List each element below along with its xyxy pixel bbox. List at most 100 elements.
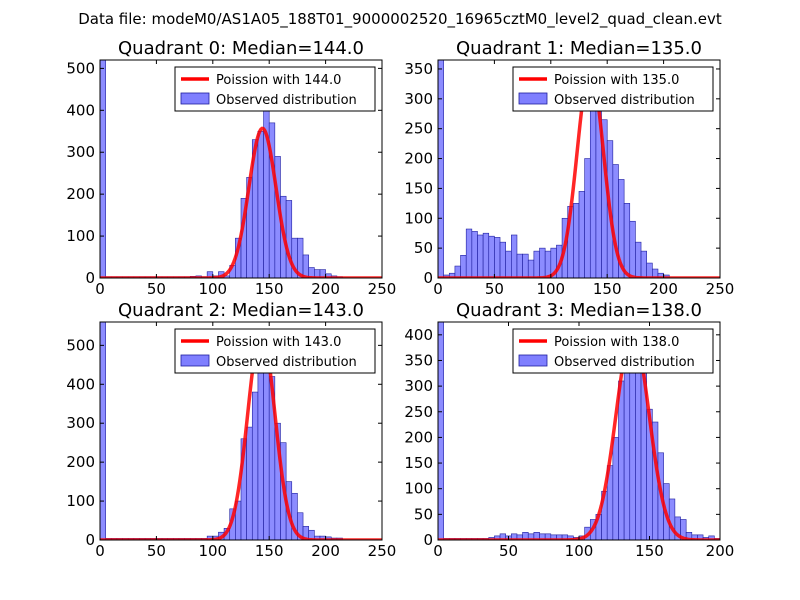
quadrant-1-bar (635, 241, 642, 278)
quadrant-1-bar (646, 262, 653, 278)
quadrant-1-axes-frame (437, 59, 721, 279)
quadrant-1-y-tick-label: 100 (404, 209, 433, 227)
quadrant-1-bar (488, 235, 495, 278)
quadrant-3-x-tick-label: 200 (706, 542, 735, 560)
quadrant-1-bar (533, 250, 540, 278)
quadrant-0-x-tick-label: 200 (311, 280, 340, 298)
quadrant-0-x-tick-label: 250 (368, 280, 397, 298)
quadrant-1-x-tick-label: 250 (706, 280, 735, 298)
quadrant-2-legend: Poission with 143.0 Observed distribution (174, 328, 376, 374)
quadrant-1-y-tick-label: 300 (404, 90, 433, 108)
quadrant-0-panel: 0 50 100 150 200 250 0 100 200 300 400 500 Quadrant … (66, 38, 396, 298)
quadrant-0-axes-frame (99, 59, 383, 279)
quadrant-1-bar (465, 228, 473, 278)
quadrant-2-x-tick-label: 100 (198, 542, 227, 560)
quadrant-3-legend-line-label: Poission with 138.0 (554, 335, 679, 350)
quadrant-0-y-tick-label: 500 (66, 59, 95, 77)
quadrant-2-bar (100, 322, 106, 540)
quadrant-1-bar (471, 231, 478, 278)
quadrant-2-y-tick-label: 300 (66, 414, 95, 432)
quadrant-0-poisson-line (100, 126, 382, 278)
quadrant-1-bar (499, 241, 506, 278)
quadrant-0-title: Quadrant 0: Median=144.0 (118, 38, 364, 59)
quadrant-1-y-tick-label: 250 (404, 120, 433, 138)
quadrant-1-legend: Poission with 135.0 Observed distribution (512, 66, 714, 112)
quadrant-1-bar (460, 255, 467, 278)
quadrant-3-y-tick-label: 400 (404, 326, 433, 344)
quadrant-1-bar (494, 237, 501, 278)
quadrant-0-y-tick-label: 400 (66, 101, 95, 119)
quadrant-1-x-tick-label: 50 (485, 280, 504, 298)
quadrant-0-x-tick-label: 0 (95, 280, 105, 298)
quadrant-2-poisson-line (100, 329, 382, 540)
quadrant-2-x-tick-label: 250 (368, 542, 397, 560)
quadrant-1-y-tick-label: 150 (404, 179, 433, 197)
quadrant-1-poisson-line (438, 67, 720, 278)
quadrant-3-x-tick-label: 50 (499, 542, 518, 560)
quadrant-1-legend-bar-label: Observed distribution (554, 93, 695, 108)
quadrant-0-x-tick-label: 50 (147, 280, 166, 298)
quadrant-2-legend-bar-label: Observed distribution (216, 355, 357, 370)
quadrant-2-x-tick-label: 150 (255, 542, 284, 560)
quadrant-2-bar (251, 391, 259, 540)
subplot-grid: 0 50 100 150 200 2500100200300400500Quadrant … (66, 38, 734, 560)
quadrant-1-x-tick-label: 100 (536, 280, 565, 298)
quadrant-1-title: Quadrant 1: Median=135.0 (456, 38, 702, 59)
quadrant-1-y-tick-label: 350 (404, 60, 433, 78)
quadrant-0-y-tick-label: 300 (66, 143, 95, 161)
quadrant-2-y-tick-label: 100 (66, 492, 95, 510)
quadrant-0-bar (302, 254, 309, 278)
quadrant-1-bar (584, 158, 591, 278)
quadrant-1-bar (589, 98, 597, 278)
quadrant-0-legend-bar-label: Observed distribution (216, 93, 357, 108)
quadrant-3-bars (438, 322, 720, 540)
quadrant-2-panel: 0 50 100 150 200 250 0 100 200 300 400 500 Quadrant … (66, 300, 396, 560)
quadrant-3-legend-bar-label: Observed distribution (554, 355, 695, 370)
quadrant-3-y-tick-label: 300 (404, 377, 433, 395)
quadrant-0-bar (257, 130, 264, 278)
quadrant-2-y-tick-label: 500 (66, 336, 95, 354)
quadrant-1-bar (454, 265, 461, 278)
quadrant-0-legend: Poission with 144.0 Observed distribution (174, 66, 376, 112)
quadrant-3-bar (438, 322, 444, 540)
quadrant-3-y-tick-label: 50 (414, 505, 433, 523)
quadrant-3-bar (612, 437, 619, 540)
quadrant-3-title: Quadrant 3: Median=138.0 (456, 300, 702, 321)
quadrant-0-legend-line-label: Poission with 144.0 (216, 73, 341, 88)
quadrant-1-bar (544, 250, 552, 278)
quadrant-2-x-tick-label: 200 (311, 542, 340, 560)
figure-suptitle: Data file: modeM0/AS1A05_188T01_90000025… (78, 10, 722, 29)
quadrant-2-legend-bar-swatch (180, 354, 210, 367)
quadrant-3-y-tick-label: 250 (404, 403, 433, 421)
quadrant-1-bar (505, 250, 512, 278)
quadrant-3-bar (618, 380, 625, 540)
quadrant-1-bar (482, 232, 490, 278)
quadrant-1-panel: 0 50 100 150 200 250 0 50 100 150 200 250 300 350 Quad… (404, 38, 734, 298)
quadrant-3-x-tick-label: 100 (565, 542, 594, 560)
quadrant-0-x-tick-label: 150 (255, 280, 284, 298)
quadrant-1-x-tick-label: 200 (649, 280, 678, 298)
quadrant-1-bar (578, 191, 585, 278)
quadrant-1-bar (573, 203, 580, 278)
quadrant-0-y-tick-label: 200 (66, 185, 95, 203)
quadrant-1-legend-line-label: Poission with 135.0 (554, 73, 679, 88)
quadrant-0-y-tick-label: 100 (66, 227, 95, 245)
quadrant-1-bar (477, 234, 484, 278)
quadrant-2-y-tick-label: 400 (66, 375, 95, 393)
quadrant-1-y-tick-label: 50 (414, 239, 433, 257)
quadrant-3-x-tick-label: 150 (635, 542, 664, 560)
quadrant-2-bar (246, 426, 253, 540)
quadrant-1-bar (629, 220, 636, 278)
quadrant-3-x-tick-label: 0 (433, 542, 443, 560)
quadrant-2-bar (263, 352, 270, 540)
quadrant-3-y-tick-label: 150 (404, 454, 433, 472)
quadrant-1-x-tick-label: 150 (593, 280, 622, 298)
quadrant-2-y-tick-label: 0 (85, 531, 95, 549)
quadrant-2-bar (257, 372, 264, 540)
quadrant-3-y-tick-label: 0 (423, 531, 433, 549)
quadrant-3-legend-bar-swatch (518, 354, 548, 367)
quadrant-2-title: Quadrant 2: Median=143.0 (118, 300, 364, 321)
quadrant-0-x-tick-label: 100 (198, 280, 227, 298)
quadrant-0-legend-bar-swatch (180, 92, 210, 105)
